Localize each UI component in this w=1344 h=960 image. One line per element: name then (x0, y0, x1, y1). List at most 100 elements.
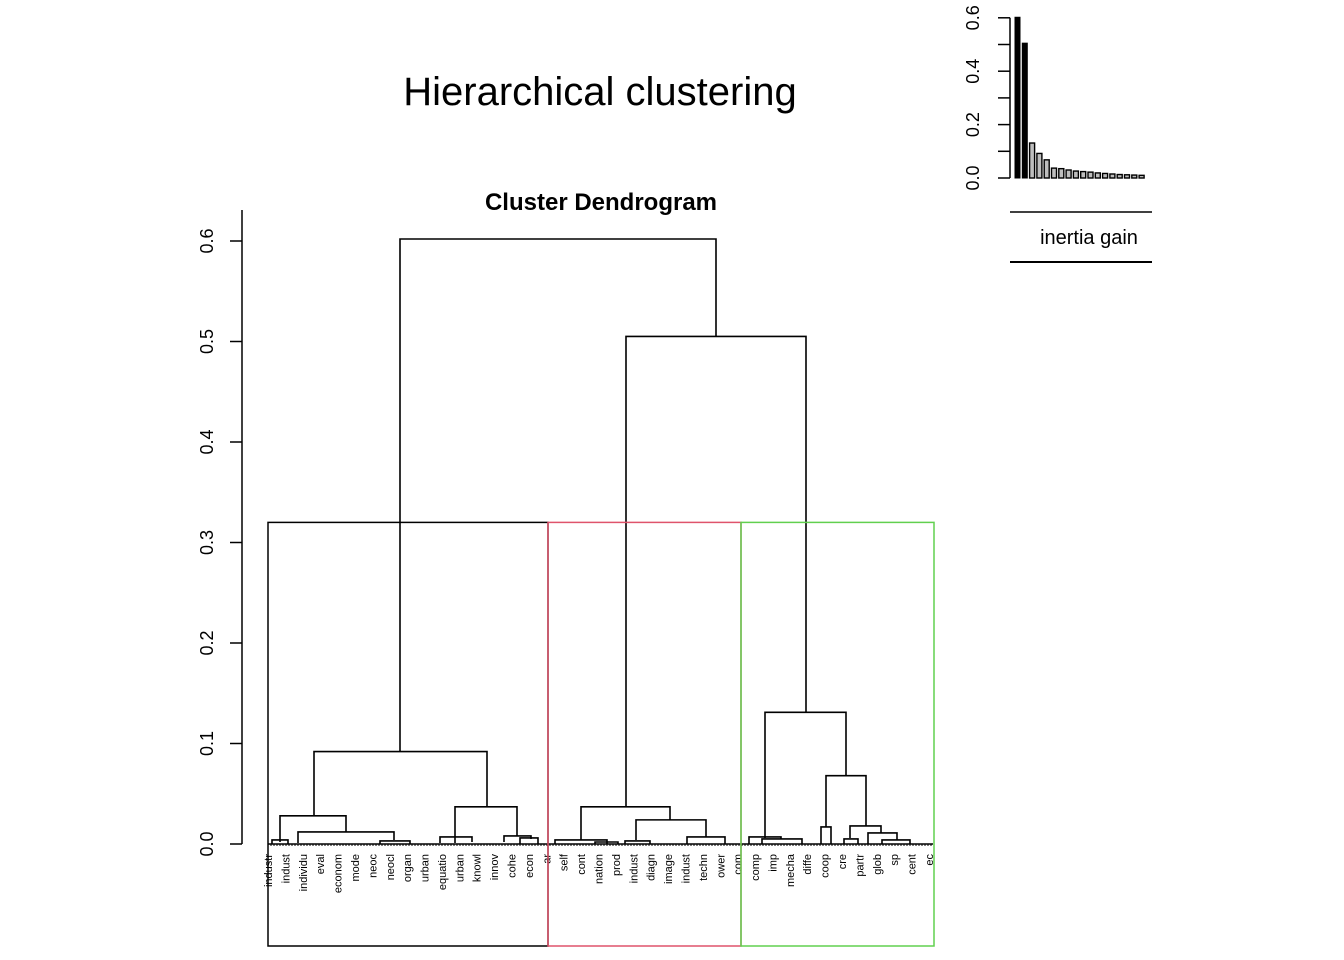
leaf-label: cont (576, 854, 588, 875)
dendrogram-link (820, 826, 832, 844)
inertia-bar (1094, 172, 1102, 179)
leaf-label: comp (750, 854, 762, 881)
inertia-bar (1079, 170, 1087, 179)
inertia-bar (1109, 173, 1116, 179)
leaf-label: techn (698, 854, 710, 881)
inertia-bar (1101, 172, 1109, 179)
inertia-bar (1058, 167, 1065, 179)
cluster-rect-3 (740, 521, 935, 947)
leaf-label: individu (298, 854, 310, 891)
cluster-3-merge (764, 711, 847, 838)
leaf-label: image (663, 854, 675, 884)
dendrogram-link (271, 839, 289, 844)
leaf-label: urban (420, 854, 432, 882)
inertia-bar (1065, 169, 1072, 179)
leaf-label: neocl (385, 854, 397, 880)
leaf-label: cohe (507, 854, 519, 878)
leaf-label: eval (315, 854, 327, 874)
dendrogram-link (519, 837, 539, 844)
dendrogram-link (881, 839, 911, 844)
dendrogram-link (297, 831, 395, 843)
leaf-label: industr (263, 854, 275, 887)
dendrogram-link (748, 836, 782, 844)
leaf-label: equatio (437, 854, 449, 890)
inertia-y-tick-label: 0.4 (963, 59, 983, 84)
leaf-label: indust (280, 854, 292, 883)
inertia-bar (1087, 171, 1094, 179)
leaf-label: prod (611, 854, 623, 876)
cluster-2-3-merge (625, 335, 807, 807)
dendrogram-link (624, 840, 651, 844)
leaf-label: com (733, 854, 745, 875)
inertia-bar (1072, 170, 1080, 179)
leaf-label: mecha (785, 853, 797, 887)
inertia-bar (1131, 174, 1138, 179)
inertia-y-tick-label: 0.0 (963, 165, 983, 190)
cluster-rectangles (267, 521, 935, 947)
cluster-1-merge (313, 750, 488, 816)
dendrogram-link (594, 841, 619, 844)
inertia-gain-chart: 0.0 0.2 0.4 0.6 inertia gain (963, 5, 1152, 263)
inertia-bar (1050, 167, 1058, 179)
leaf-label: urban (454, 854, 466, 882)
leaf-label: econ (524, 854, 536, 878)
leaf-label: organ (402, 854, 414, 882)
inertia-bar (1036, 152, 1043, 179)
leaf-label: self (559, 853, 571, 871)
dendrogram-leaf-labels: industr indust individu eval econom mode neoc n… (263, 843, 936, 893)
leaf-label: knowl (472, 854, 484, 882)
leaf-label: nation (594, 854, 606, 884)
y-tick-label: 0.1 (197, 731, 217, 756)
y-tick-label: 0.4 (197, 429, 217, 454)
dendrogram-link (761, 838, 803, 844)
dendrogram-link (686, 836, 726, 844)
inertia-bar (1043, 159, 1050, 179)
leaf-label: partr (854, 854, 866, 877)
root-merge (399, 238, 717, 523)
dendrogram-link (849, 825, 882, 838)
inertia-y-tick-label: 0.6 (963, 5, 983, 30)
leaf-label: mode (350, 854, 362, 882)
dendrogram-link (843, 838, 859, 844)
leaf-label: cent (907, 854, 919, 875)
y-tick-label: 0.6 (197, 228, 217, 253)
leaf-label: cre (837, 854, 849, 869)
leaf-label: sp (889, 854, 901, 866)
main-title: Hierarchical clustering (403, 70, 797, 114)
y-tick-label: 0.3 (197, 530, 217, 555)
inertia-xlabel: inertia gain (1040, 227, 1138, 249)
leaf-label: diagn (646, 854, 658, 881)
leaf-label: innov (489, 854, 501, 881)
y-tick-label: 0.5 (197, 329, 217, 354)
dendrogram-link (825, 774, 867, 827)
leaf-label: diffe (802, 854, 814, 875)
dendrogram-link (279, 815, 347, 842)
cluster-rect-2 (547, 521, 742, 947)
dendrogram-tree (271, 238, 911, 844)
y-tick-label: 0.2 (197, 630, 217, 655)
leaf-label: imp (767, 854, 779, 872)
dendrogram-link (454, 806, 518, 843)
dendrogram-title: Cluster Dendrogram (485, 189, 717, 216)
inertia-bar (1014, 16, 1021, 179)
inertia-bar (1138, 174, 1145, 179)
inertia-bar (1123, 174, 1131, 179)
inertia-y-tick-label: 0.2 (963, 112, 983, 137)
y-tick-label: 0.0 (197, 831, 217, 856)
leaf-label: indust (680, 854, 692, 883)
inertia-bar (1028, 142, 1036, 179)
dendrogram-link (503, 835, 532, 842)
inertia-bar (1116, 173, 1123, 179)
leaf-label: glob (872, 854, 884, 875)
leaf-label: ower (715, 854, 727, 878)
leaf-label: ec (924, 854, 936, 866)
dendrogram-y-axis: 0.0 0.1 0.2 0.3 0.4 0.5 0.6 (197, 210, 243, 857)
inertia-bar (1021, 42, 1028, 179)
dendrogram-link (439, 836, 473, 843)
dendrogram-link (867, 832, 898, 844)
dendrogram-link (635, 819, 707, 840)
leaf-label: neoc (367, 854, 379, 878)
cluster-2-merge (580, 806, 671, 840)
leaf-label: coop (820, 854, 832, 878)
